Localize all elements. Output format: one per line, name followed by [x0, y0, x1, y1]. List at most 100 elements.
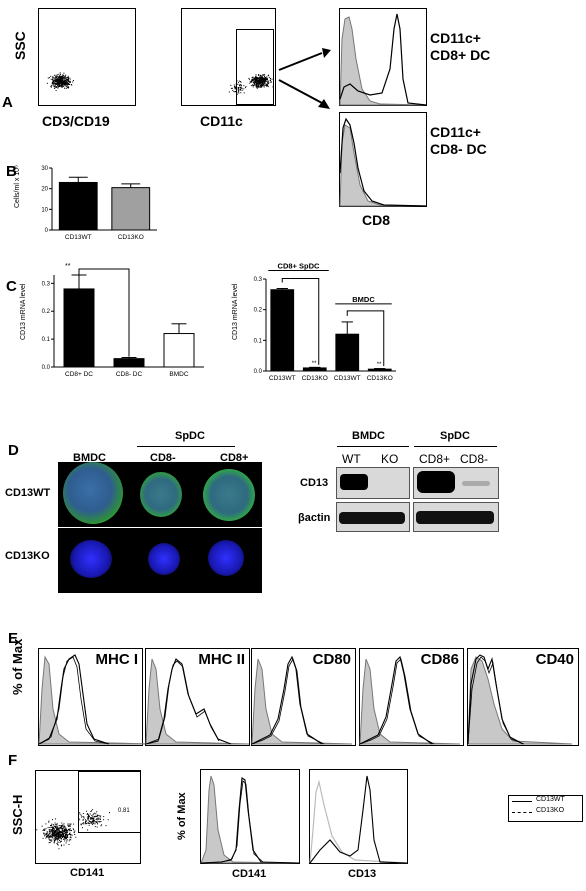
blot-lane-wt: WT	[342, 452, 361, 466]
legend-line-wt	[512, 801, 532, 802]
event-dot	[57, 79, 59, 80]
event-dot	[91, 815, 93, 817]
event-dot	[66, 840, 68, 842]
event-dot	[53, 835, 55, 837]
event-dot	[46, 835, 47, 837]
event-dot	[62, 81, 64, 83]
event-dot	[53, 840, 55, 842]
event-dot	[52, 834, 53, 836]
event-dot	[66, 837, 67, 839]
event-dot	[54, 80, 56, 82]
event-dot	[263, 74, 265, 76]
cell-bmdc-wt	[63, 462, 123, 524]
event-dot	[63, 832, 65, 834]
event-dot	[270, 81, 272, 83]
event-dot	[60, 831, 62, 833]
col-label-spdc: SpDC	[175, 430, 205, 442]
event-dot	[97, 814, 98, 816]
event-dot	[59, 77, 61, 79]
event-dot	[255, 79, 257, 81]
event-dot	[60, 835, 62, 837]
event-dot	[64, 826, 66, 828]
event-dot	[52, 827, 54, 829]
event-dot	[65, 81, 67, 83]
event-dot	[86, 810, 88, 812]
event-dot	[250, 81, 252, 83]
event-dot	[263, 82, 265, 83]
event-dot	[99, 821, 101, 823]
event-dot	[51, 834, 53, 836]
event-dot	[258, 86, 260, 88]
event-dot	[57, 77, 59, 79]
event-dot	[50, 825, 52, 826]
event-dot	[49, 842, 51, 843]
event-dot	[63, 825, 65, 827]
event-dot	[58, 80, 60, 82]
event-dot	[56, 836, 58, 838]
event-dot	[255, 76, 257, 78]
event-dot	[69, 829, 71, 831]
cell-cd8pos-ko	[208, 540, 244, 576]
event-dot	[49, 836, 51, 838]
event-dot	[50, 78, 52, 80]
event-dot	[254, 79, 256, 81]
event-dot	[58, 835, 60, 837]
event-dot	[260, 84, 262, 85]
event-dot	[245, 86, 247, 88]
event-dot	[44, 830, 46, 831]
event-dot	[65, 80, 66, 81]
event-dot	[53, 84, 55, 86]
event-dot	[59, 80, 61, 82]
event-dot	[61, 85, 63, 87]
event-dot	[262, 84, 263, 86]
event-dot	[266, 85, 268, 87]
histogram-cd8-top	[339, 8, 427, 106]
event-dot	[238, 88, 240, 90]
event-dot	[264, 84, 266, 86]
isotype-control	[251, 658, 353, 745]
event-dot	[66, 83, 68, 85]
event-dot	[59, 75, 60, 77]
event-dot	[59, 832, 61, 834]
event-dot	[86, 823, 88, 825]
bracket-label-bmdc: BMDC	[352, 295, 375, 304]
event-dot	[262, 82, 264, 83]
event-dot	[87, 829, 89, 831]
event-dot	[62, 833, 64, 835]
event-dot	[62, 837, 63, 838]
event-dot	[46, 82, 48, 84]
event-dot	[90, 821, 92, 823]
panel-letter-c: C	[6, 278, 17, 295]
event-dot	[97, 818, 99, 820]
event-dot	[260, 76, 262, 78]
event-dot	[62, 74, 64, 76]
histogram-mhc-i: MHC I	[38, 648, 153, 746]
event-dot	[258, 75, 260, 76]
gate-arrows	[278, 48, 331, 109]
event-dot	[53, 834, 55, 836]
event-dot	[59, 85, 61, 86]
event-dot	[257, 77, 259, 79]
event-dot	[66, 830, 68, 832]
event-dot	[266, 84, 268, 86]
event-dot	[254, 82, 256, 84]
band	[340, 474, 368, 490]
event-dot	[261, 83, 263, 85]
event-dot	[42, 829, 44, 831]
event-dot	[58, 827, 60, 829]
histogram-cd141	[200, 769, 300, 864]
blot-lane-cd8pos: CD8+	[419, 452, 451, 466]
chart-b: 0 10 20 30 CD13WT CD13KO	[41, 166, 157, 241]
event-dot	[52, 81, 54, 83]
event-dot	[251, 78, 253, 80]
category-label: CD13WT	[334, 375, 361, 382]
event-dot	[230, 84, 232, 86]
event-dot	[63, 76, 65, 78]
event-dot	[249, 82, 251, 84]
event-dot	[240, 85, 242, 87]
event-dot	[88, 815, 90, 817]
event-dot	[60, 838, 62, 840]
event-dot	[264, 74, 266, 76]
event-dot	[228, 91, 230, 93]
event-dot	[54, 836, 56, 838]
